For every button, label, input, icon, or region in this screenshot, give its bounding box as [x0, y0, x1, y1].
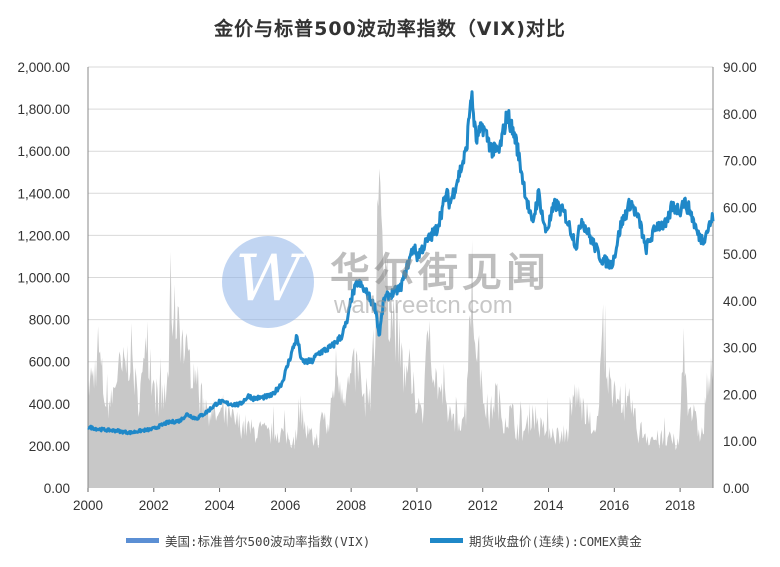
left-tick-label: 2,000.00	[17, 60, 70, 75]
x-tick-label: 2010	[402, 498, 432, 513]
legend: 美国:标准普尔500波动率指数(VIX) 期货收盘价(连续):COMEX黄金	[0, 531, 780, 551]
x-axis-tick-labels: 2000 2002 2004 2006 2008 2010 2012 2014 2016 2018	[73, 498, 695, 513]
x-tick-label: 2000	[73, 498, 103, 513]
gold-line-series	[87, 90, 715, 436]
x-tick-label: 2002	[139, 498, 169, 513]
x-tick-label: 2006	[270, 498, 300, 513]
vix-area	[88, 168, 713, 488]
right-tick-label: 90.00	[723, 60, 757, 75]
legend-swatch-vix	[126, 538, 159, 543]
x-tick-label: 2018	[665, 498, 695, 513]
left-tick-label: 600.00	[29, 355, 70, 370]
watermark-logo-circle	[222, 236, 314, 328]
x-tick-label: 2004	[205, 498, 236, 513]
left-tick-label: 400.00	[29, 397, 70, 412]
vix-area-series	[88, 168, 713, 488]
right-tick-label: 80.00	[723, 107, 757, 122]
left-tick-label: 1,600.00	[17, 144, 70, 159]
left-tick-label: 1,400.00	[17, 186, 70, 201]
left-tick-label: 1,800.00	[17, 102, 70, 117]
right-tick-label: 20.00	[723, 387, 757, 402]
legend-swatch-gold	[430, 538, 463, 543]
right-tick-label: 60.00	[723, 200, 757, 215]
legend-label-gold: 期货收盘价(连续):COMEX黄金	[469, 534, 642, 549]
left-tick-label: 1,000.00	[17, 271, 70, 286]
x-tick-label: 2008	[336, 498, 366, 513]
right-tick-label: 40.00	[723, 294, 757, 309]
chart-title: 金价与标普500波动率指数（VIX)对比	[214, 18, 566, 40]
watermark-logo-letter: W	[235, 242, 301, 316]
left-tick-label: 0.00	[44, 481, 70, 496]
left-tick-label: 200.00	[29, 439, 70, 454]
x-tick-label: 2014	[534, 498, 565, 513]
left-tick-label: 1,200.00	[17, 228, 70, 243]
x-tick-label: 2012	[468, 498, 498, 513]
right-tick-label: 70.00	[723, 154, 757, 169]
right-tick-label: 50.00	[723, 247, 757, 262]
legend-item-vix: 美国:标准普尔500波动率指数(VIX)	[126, 531, 370, 550]
right-tick-label: 10.00	[723, 434, 757, 449]
watermark-en-text: wallstreetcn.com	[334, 292, 513, 319]
watermark-cn-text: 华尔街见闻	[330, 250, 550, 296]
right-tick-label: 0.00	[723, 481, 749, 496]
x-tick-label: 2016	[599, 498, 629, 513]
legend-item-gold: 期货收盘价(连续):COMEX黄金	[430, 531, 642, 550]
left-axis-tick-labels: 0.00 200.00 400.00 600.00 800.00 1,000.00 1,20…	[17, 60, 70, 496]
legend-label-vix: 美国:标准普尔500波动率指数(VIX)	[165, 534, 371, 549]
right-tick-label: 30.00	[723, 341, 757, 356]
gold-line	[87, 90, 715, 436]
axes	[87, 67, 714, 492]
left-tick-label: 800.00	[29, 313, 70, 328]
watermark: W 华尔街见闻 wallstreetcn.com	[222, 236, 562, 328]
right-axis-tick-labels: 0.00 10.00 20.00 30.00 40.00 50.00 60.00 70.00 8…	[723, 60, 757, 496]
